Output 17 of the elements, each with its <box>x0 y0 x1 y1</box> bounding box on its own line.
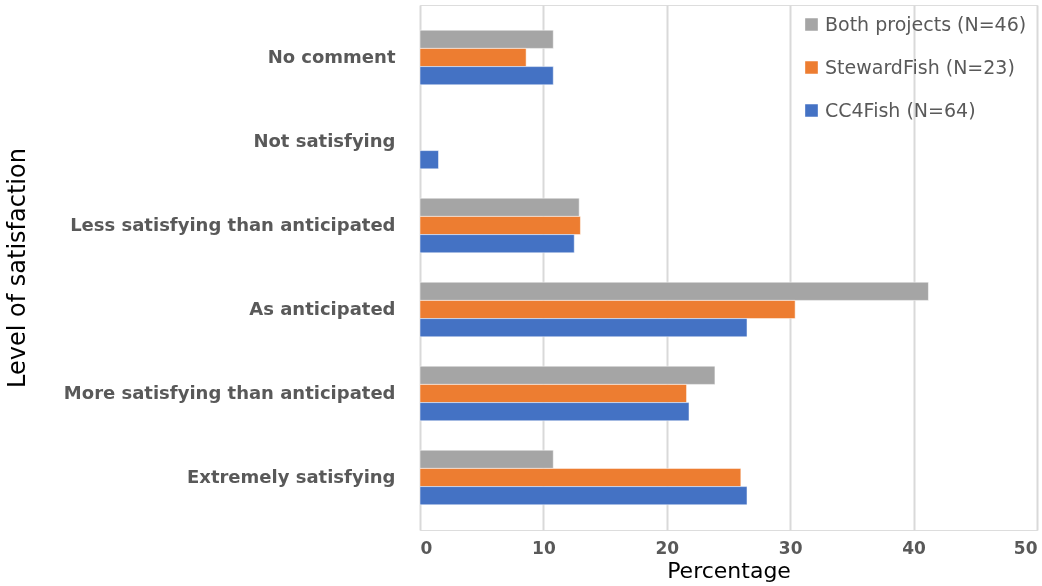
x-tick-label: 40 <box>902 537 927 558</box>
x-axis-title: Percentage <box>667 557 791 583</box>
x-tick-label: 0 <box>420 537 433 558</box>
x-tick-label: 20 <box>655 537 680 558</box>
x-tick-label: 30 <box>778 537 803 558</box>
y-tick-label: Extremely satisfying <box>186 465 396 487</box>
legend-label: CC4Fish (N=64) <box>825 98 976 121</box>
y-tick-label: Not satisfying <box>253 129 396 151</box>
x-tick-label: 50 <box>1013 537 1038 558</box>
legend-label: StewardFish (N=23) <box>825 55 1015 78</box>
y-tick-label: No comment <box>267 45 396 67</box>
y-axis-title: Level of satisfaction <box>2 148 31 388</box>
y-tick-label: More satisfying than anticipated <box>63 381 396 403</box>
y-tick-label: As anticipated <box>249 297 396 319</box>
y-tick-label: Less satisfying than anticipated <box>70 213 396 235</box>
x-tick-label: 10 <box>532 537 556 558</box>
legend-label: Both projects (N=46) <box>825 12 1027 35</box>
